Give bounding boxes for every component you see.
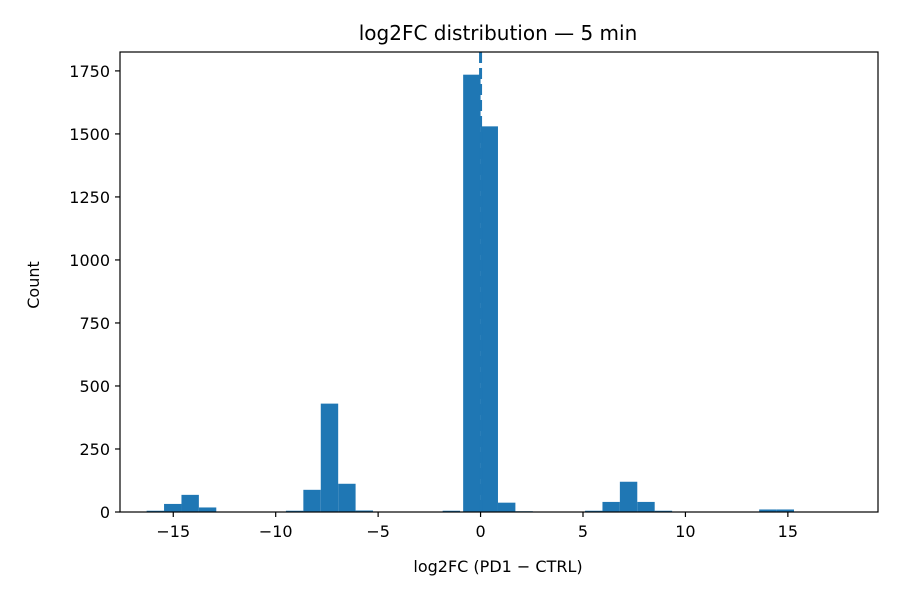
y-tick-label: 1250 [69,188,110,207]
x-tick-label: −15 [156,522,190,541]
x-tick-label: 15 [778,522,798,541]
histogram-bar [303,489,321,512]
histogram-bar [637,501,655,512]
y-tick-label: 500 [79,377,110,396]
y-tick-label: 0 [100,503,110,522]
plot-frame [119,51,879,513]
histogram-bar [619,481,638,512]
y-tick-label: 750 [79,314,110,333]
x-tick-label: −5 [366,522,390,541]
x-tick-label: −10 [259,522,293,541]
y-tick-label: 1500 [69,125,110,144]
histogram-bar [585,510,603,512]
histogram-bar [759,509,777,512]
y-tick-label: 1750 [69,62,110,81]
x-tick-label: 0 [475,522,485,541]
histogram-bar [654,510,673,512]
histogram-bars [146,74,847,513]
y-tick-label: 1000 [69,251,110,270]
histogram-bar [480,126,498,513]
histogram-bar [164,503,182,512]
histogram-bar [497,502,516,512]
histogram-bar [198,507,217,512]
histogram-bar [146,510,165,512]
x-tick-label: 5 [578,522,588,541]
x-axis-ticks: −15 −10 −5 0 5 10 15 [156,512,798,541]
x-tick-label: 10 [675,522,695,541]
histogram-bar [442,510,461,512]
y-tick-label: 250 [79,440,110,459]
y-axis-label: Count [24,261,43,309]
chart-title: log2FC distribution — 5 min [359,21,638,45]
histogram-bar [776,509,794,512]
x-axis-label: log2FC (PD1 − CTRL) [413,557,582,576]
histogram-bar [181,494,199,512]
histogram-bar [285,510,304,512]
histogram-bar [602,501,620,512]
histogram-bar [355,510,373,512]
histogram-bar [320,403,339,512]
y-axis-ticks: 0 250 500 750 1000 1250 1500 1750 [69,62,120,522]
histogram-bar [338,483,356,512]
histogram-bar [463,74,481,513]
